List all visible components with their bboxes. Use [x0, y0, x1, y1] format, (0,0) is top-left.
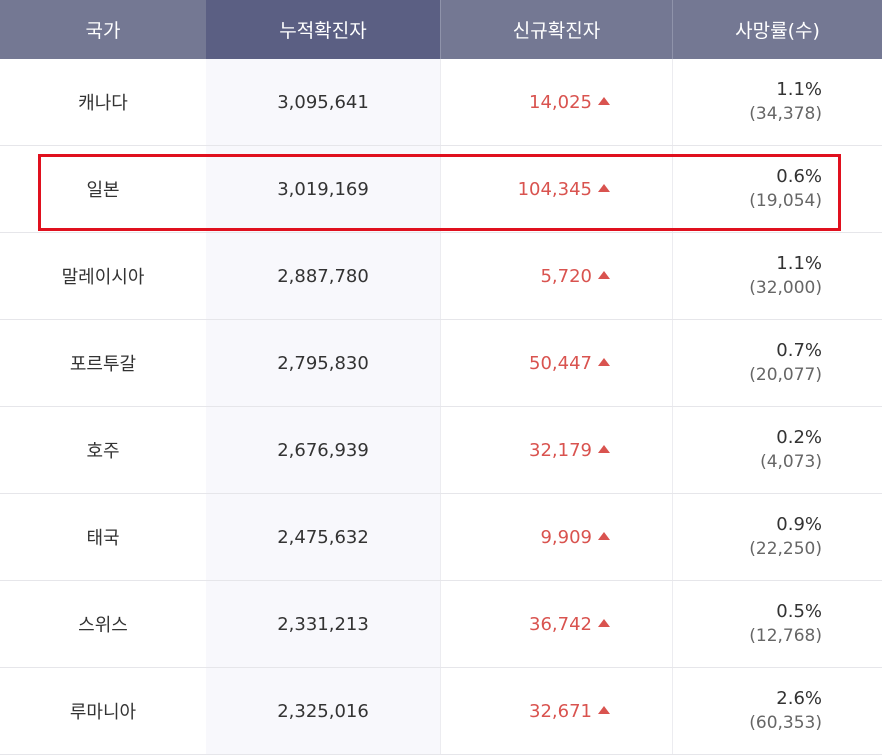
country-name: 스위스 — [78, 615, 128, 636]
header-total-cases[interactable]: 누적확진자 — [206, 0, 440, 59]
death-cell: 0.6% (19,054) — [672, 146, 882, 232]
header-death-rate[interactable]: 사망률(수) — [672, 0, 882, 59]
new-cases: 32,671 — [529, 700, 592, 722]
death-count: (34,378) — [749, 104, 822, 124]
new-cases: 14,025 — [529, 91, 592, 113]
up-triangle-icon — [598, 184, 610, 192]
total-cases: 2,325,016 — [206, 668, 440, 754]
new-cases-cell: 104,345 — [440, 146, 672, 232]
death-count: (22,250) — [749, 539, 822, 559]
table-row: 캐나다 3,095,641 14,025 1.1% (34,378) — [0, 59, 882, 146]
death-rate: 0.5% — [776, 601, 822, 622]
total-cases: 3,095,641 — [206, 59, 440, 145]
death-cell: 1.1% (32,000) — [672, 233, 882, 319]
new-cases-cell: 32,179 — [440, 407, 672, 493]
country-name: 태국 — [86, 528, 120, 549]
up-triangle-icon — [598, 358, 610, 366]
up-triangle-icon — [598, 619, 610, 627]
table-row: 루마니아 2,325,016 32,671 2.6% (60,353) — [0, 668, 882, 755]
up-triangle-icon — [598, 532, 610, 540]
total-cases: 2,887,780 — [206, 233, 440, 319]
death-count: (20,077) — [749, 365, 822, 385]
new-cases-cell: 50,447 — [440, 320, 672, 406]
death-count: (32,000) — [749, 278, 822, 298]
death-count: (60,353) — [749, 713, 822, 733]
total-cases: 2,795,830 — [206, 320, 440, 406]
new-cases-cell: 9,909 — [440, 494, 672, 580]
table-row: 일본 3,019,169 104,345 0.6% (19,054) — [0, 146, 882, 233]
new-cases-cell: 14,025 — [440, 59, 672, 145]
table-row: 스위스 2,331,213 36,742 0.5% (12,768) — [0, 581, 882, 668]
total-cases: 3,019,169 — [206, 146, 440, 232]
country-name: 포르투갈 — [69, 354, 137, 375]
country-name: 일본 — [86, 180, 120, 201]
death-cell: 0.7% (20,077) — [672, 320, 882, 406]
death-rate: 1.1% — [776, 253, 822, 274]
death-rate: 0.6% — [776, 166, 822, 187]
death-cell: 0.5% (12,768) — [672, 581, 882, 667]
country-name: 캐나다 — [78, 93, 128, 114]
death-count: (4,073) — [760, 452, 822, 472]
up-triangle-icon — [598, 706, 610, 714]
table-row: 말레이시아 2,887,780 5,720 1.1% (32,000) — [0, 233, 882, 320]
new-cases-cell: 5,720 — [440, 233, 672, 319]
new-cases: 50,447 — [529, 352, 592, 374]
table-row: 호주 2,676,939 32,179 0.2% (4,073) — [0, 407, 882, 494]
new-cases: 32,179 — [529, 439, 592, 461]
table-row: 포르투갈 2,795,830 50,447 0.7% (20,077) — [0, 320, 882, 407]
new-cases-cell: 32,671 — [440, 668, 672, 754]
country-name: 말레이시아 — [61, 267, 145, 288]
up-triangle-icon — [598, 445, 610, 453]
death-cell: 2.6% (60,353) — [672, 668, 882, 754]
death-cell: 1.1% (34,378) — [672, 59, 882, 145]
new-cases-cell: 36,742 — [440, 581, 672, 667]
up-triangle-icon — [598, 97, 610, 105]
death-rate: 0.9% — [776, 514, 822, 535]
total-cases: 2,331,213 — [206, 581, 440, 667]
death-rate: 0.7% — [776, 340, 822, 361]
country-name: 루마니아 — [69, 702, 137, 723]
new-cases: 104,345 — [517, 178, 592, 200]
death-count: (19,054) — [749, 191, 822, 211]
up-triangle-icon — [598, 271, 610, 279]
new-cases: 36,742 — [529, 613, 592, 635]
death-cell: 0.9% (22,250) — [672, 494, 882, 580]
new-cases: 5,720 — [540, 265, 592, 287]
header-new-cases[interactable]: 신규확진자 — [440, 0, 672, 59]
total-cases: 2,475,632 — [206, 494, 440, 580]
death-cell: 0.2% (4,073) — [672, 407, 882, 493]
death-count: (12,768) — [749, 626, 822, 646]
death-rate: 2.6% — [776, 688, 822, 709]
table-header: 국가 누적확진자 신규확진자 사망률(수) — [0, 0, 882, 59]
country-name: 호주 — [86, 441, 120, 462]
death-rate: 1.1% — [776, 79, 822, 100]
table-row: 태국 2,475,632 9,909 0.9% (22,250) — [0, 494, 882, 581]
header-country[interactable]: 국가 — [85, 20, 121, 42]
new-cases: 9,909 — [540, 526, 592, 548]
total-cases: 2,676,939 — [206, 407, 440, 493]
death-rate: 0.2% — [776, 427, 822, 448]
